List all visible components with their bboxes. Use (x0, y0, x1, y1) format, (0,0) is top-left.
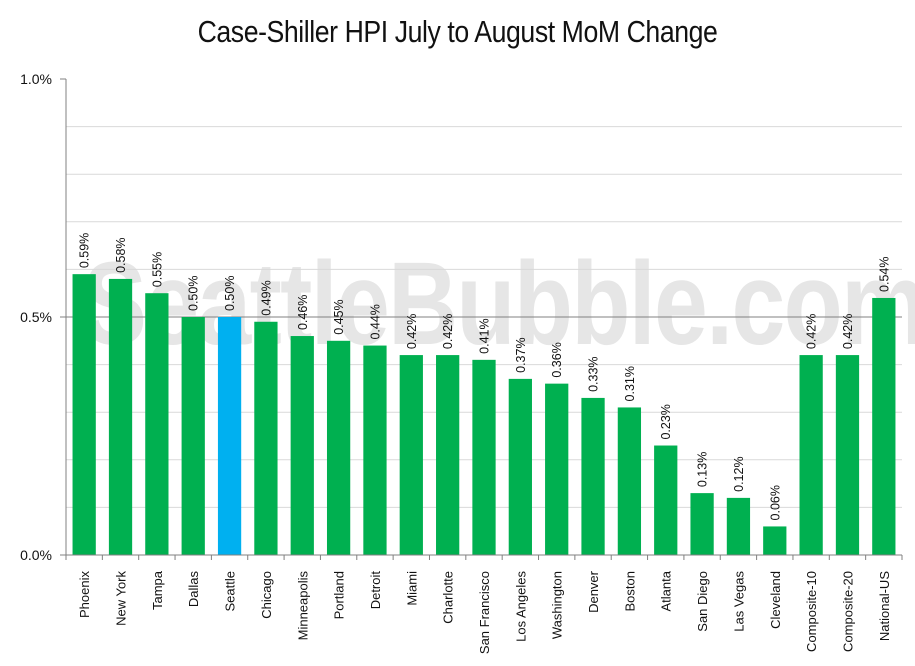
x-tick-label: Phoenix (77, 571, 92, 618)
x-tick-label: New York (114, 571, 129, 626)
bar (654, 445, 678, 555)
bar (472, 359, 496, 555)
bar (290, 336, 314, 555)
x-tick-label: San Francisco (477, 571, 492, 654)
y-tick-label: 1.0% (20, 71, 52, 87)
x-tick-label: Minneapolis (295, 571, 310, 641)
data-label: 0.42% (441, 314, 455, 349)
data-label: 0.42% (405, 314, 419, 349)
data-label: 0.06% (768, 485, 782, 520)
data-label: 0.49% (259, 280, 273, 315)
bar (326, 340, 351, 555)
data-label: 0.50% (187, 276, 201, 311)
bar (217, 317, 242, 555)
bar (726, 497, 751, 555)
bar (799, 355, 823, 555)
data-label: 0.37% (514, 337, 528, 372)
bar (181, 317, 205, 555)
x-tick-label: Cleveland (768, 571, 783, 629)
bar (690, 493, 714, 555)
data-label: 0.42% (805, 314, 819, 349)
x-tick-label: Chicago (259, 571, 274, 619)
x-tick-label: Atlanta (659, 570, 674, 611)
data-label: 0.23% (659, 404, 673, 439)
bar (145, 293, 169, 555)
x-tick-label: Portland (332, 571, 347, 619)
data-label: 0.54% (877, 257, 891, 292)
x-tick-label: Charlotte (441, 571, 456, 624)
bar (545, 383, 569, 555)
bar (763, 526, 787, 555)
y-tick-label: 0.0% (20, 547, 52, 563)
x-tick-label: Seattle (223, 571, 238, 611)
x-tick-label: Washington (550, 571, 565, 639)
data-label: 0.58% (114, 237, 128, 272)
data-label: 0.50% (223, 276, 237, 311)
x-tick-label: Detroit (368, 571, 383, 610)
bar (835, 355, 860, 555)
x-tick-label: National-US (877, 571, 892, 641)
bar (72, 274, 96, 555)
data-label: 0.46% (296, 295, 310, 330)
x-tick-label: Composite-20 (840, 571, 855, 652)
bar (254, 321, 278, 555)
data-label: 0.13% (696, 452, 710, 487)
x-tick-label: Tampa (150, 570, 165, 610)
data-label: 0.36% (550, 342, 564, 377)
x-tick-label: Dallas (186, 571, 201, 608)
bar (581, 397, 605, 555)
x-tick-label: Las Vegas (731, 571, 746, 632)
bar (363, 345, 387, 555)
y-tick-label: 0.5% (20, 309, 52, 325)
data-label: 0.33% (587, 356, 601, 391)
x-tick-label: San Diego (695, 571, 710, 632)
data-label: 0.42% (841, 314, 855, 349)
bar (617, 407, 642, 555)
data-label: 0.31% (623, 366, 637, 401)
data-label: 0.45% (332, 299, 346, 334)
x-tick-label: Boston (622, 571, 637, 611)
bar (508, 378, 532, 555)
x-tick-label: Composite-10 (804, 571, 819, 652)
data-label: 0.44% (368, 304, 382, 339)
data-label: 0.59% (78, 233, 92, 268)
bar (399, 355, 423, 555)
x-tick-label: Miami (404, 571, 419, 606)
data-label: 0.55% (150, 252, 164, 287)
data-label: 0.12% (732, 456, 746, 491)
bar (436, 355, 460, 555)
bar (872, 297, 896, 555)
bar (108, 278, 133, 555)
x-tick-label: Los Angeles (513, 571, 528, 642)
data-label: 0.41% (478, 318, 492, 353)
chart-title: Case-Shiller HPI July to August MoM Chan… (197, 14, 718, 49)
x-tick-label: Denver (586, 570, 601, 613)
